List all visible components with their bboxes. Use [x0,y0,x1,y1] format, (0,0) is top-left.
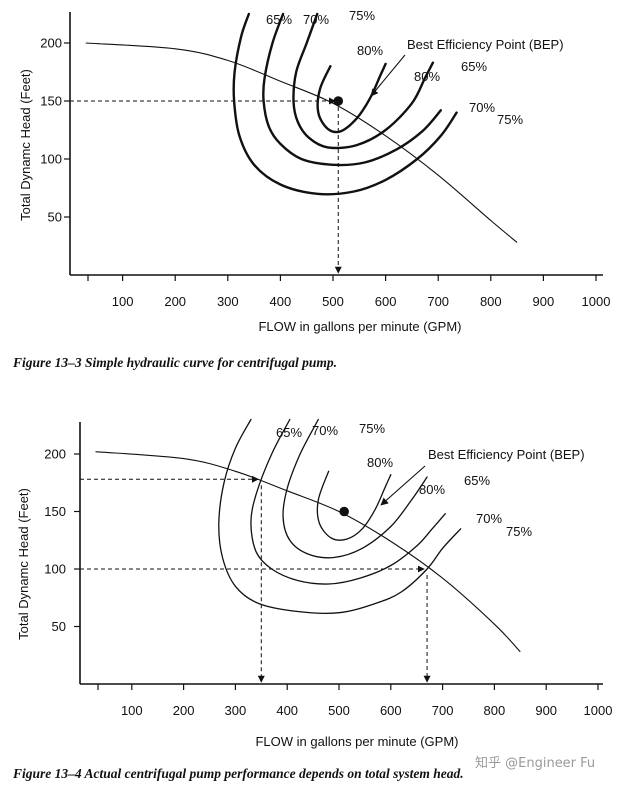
reference-lines [80,475,431,683]
bep-marker: Best Efficiency Point (BEP) [333,37,564,106]
chart-13-4: 100 200 300 400 500 600 700 800 900 1000 50 100 150 2… [12,418,612,781]
pump-head-curve [95,451,521,653]
efficiency-curve [218,418,462,614]
efficiency-label: 70% [312,423,338,438]
bep-point [339,506,349,517]
x-tick-label: 600 [380,703,402,718]
x-axis-label: FLOW in gallons per minute (GPM) [255,734,458,749]
bep-arrow [370,54,406,97]
y-tick-label: 200 [40,36,62,51]
x-tick-label: 700 [427,294,449,309]
figure-caption: Figure 13–3 Simple hydraulic curve for c… [12,355,337,370]
efficiency-curve [282,418,428,559]
x-axis-label: FLOW in gallons per minute (GPM) [258,319,461,334]
efficiency-label: 65% [276,425,302,440]
efficiency-curve [250,418,446,585]
efficiency-curves [218,418,462,614]
efficiency-label: 70% [476,511,502,526]
efficiency-label: 80% [414,69,440,84]
bep-label: Best Efficiency Point (BEP) [407,37,564,52]
y-axis-label: Total Dynamc Head (Feet) [16,488,31,640]
axes: 100 200 300 400 500 600 700 800 900 1000 50 100 150 2… [44,422,612,718]
reference-lines [70,97,342,274]
y-tick-label: 200 [44,447,66,462]
x-tick-label: 100 [112,294,134,309]
system-curve [95,451,521,653]
x-tick-label: 600 [375,294,397,309]
x-tick-label: 500 [328,703,350,718]
y-tick-label: 100 [40,152,62,167]
axes: 100 200 300 400 500 600 700 800 900 1000 50 100 150 2… [40,12,610,309]
efficiency-curve [316,470,392,541]
system-curve [85,42,518,243]
x-tick-label: 500 [322,294,344,309]
x-tick-label: 400 [270,294,292,309]
x-tick-label: 900 [535,703,557,718]
x-tick-label: 800 [484,703,506,718]
y-tick-label: 50 [48,210,62,225]
x-tick-label: 1000 [582,294,611,309]
y-tick-label: 150 [44,504,66,519]
efficiency-label: 80% [367,455,393,470]
efficiency-label: 70% [469,100,495,115]
x-tick-label: 400 [276,703,298,718]
efficiency-label: 65% [464,473,490,488]
efficiency-label: 70% [303,12,329,27]
efficiency-label: 75% [349,8,375,23]
efficiency-label: 75% [497,112,523,127]
x-tick-label: 800 [480,294,502,309]
y-tick-label: 50 [52,619,66,634]
pump-head-curve [85,42,518,243]
x-tick-label: 900 [533,294,555,309]
efficiency-curve [292,12,435,150]
efficiency-curve [316,62,387,134]
x-tick-label: 200 [173,703,195,718]
x-tick-label: 700 [432,703,454,718]
efficiency-label: 80% [357,43,383,58]
y-tick-label: 100 [44,562,66,577]
efficiency-label: 80% [419,482,445,497]
efficiency-label: 65% [266,12,292,27]
bep-label: Best Efficiency Point (BEP) [428,447,585,462]
x-tick-label: 1000 [584,703,613,718]
figure-caption: Figure 13–4 Actual centrifugal pump perf… [12,766,464,781]
efficiency-label: 75% [359,421,385,436]
bep-marker: Best Efficiency Point (BEP) [339,447,585,517]
curve-labels: 65%65%70%70%75%75%80%80% [266,8,523,127]
y-axis-label: Total Dynamc Head (Feet) [18,69,33,221]
x-tick-label: 100 [121,703,143,718]
x-tick-label: 300 [225,703,247,718]
watermark: 知乎 @Engineer Fu [475,755,595,771]
x-tick-label: 200 [164,294,186,309]
efficiency-label: 75% [506,524,532,539]
chart-13-3: 100 200 300 400 500 600 700 800 900 1000 50 100 150 2… [12,8,610,370]
bep-point [333,96,344,106]
efficiency-label: 65% [461,59,487,74]
curve-labels: 65% 65% 70% 70% 75% 75% 80% 80% [276,421,532,539]
bep-arrow [380,465,426,506]
y-tick-label: 150 [40,94,62,109]
x-tick-label: 300 [217,294,239,309]
